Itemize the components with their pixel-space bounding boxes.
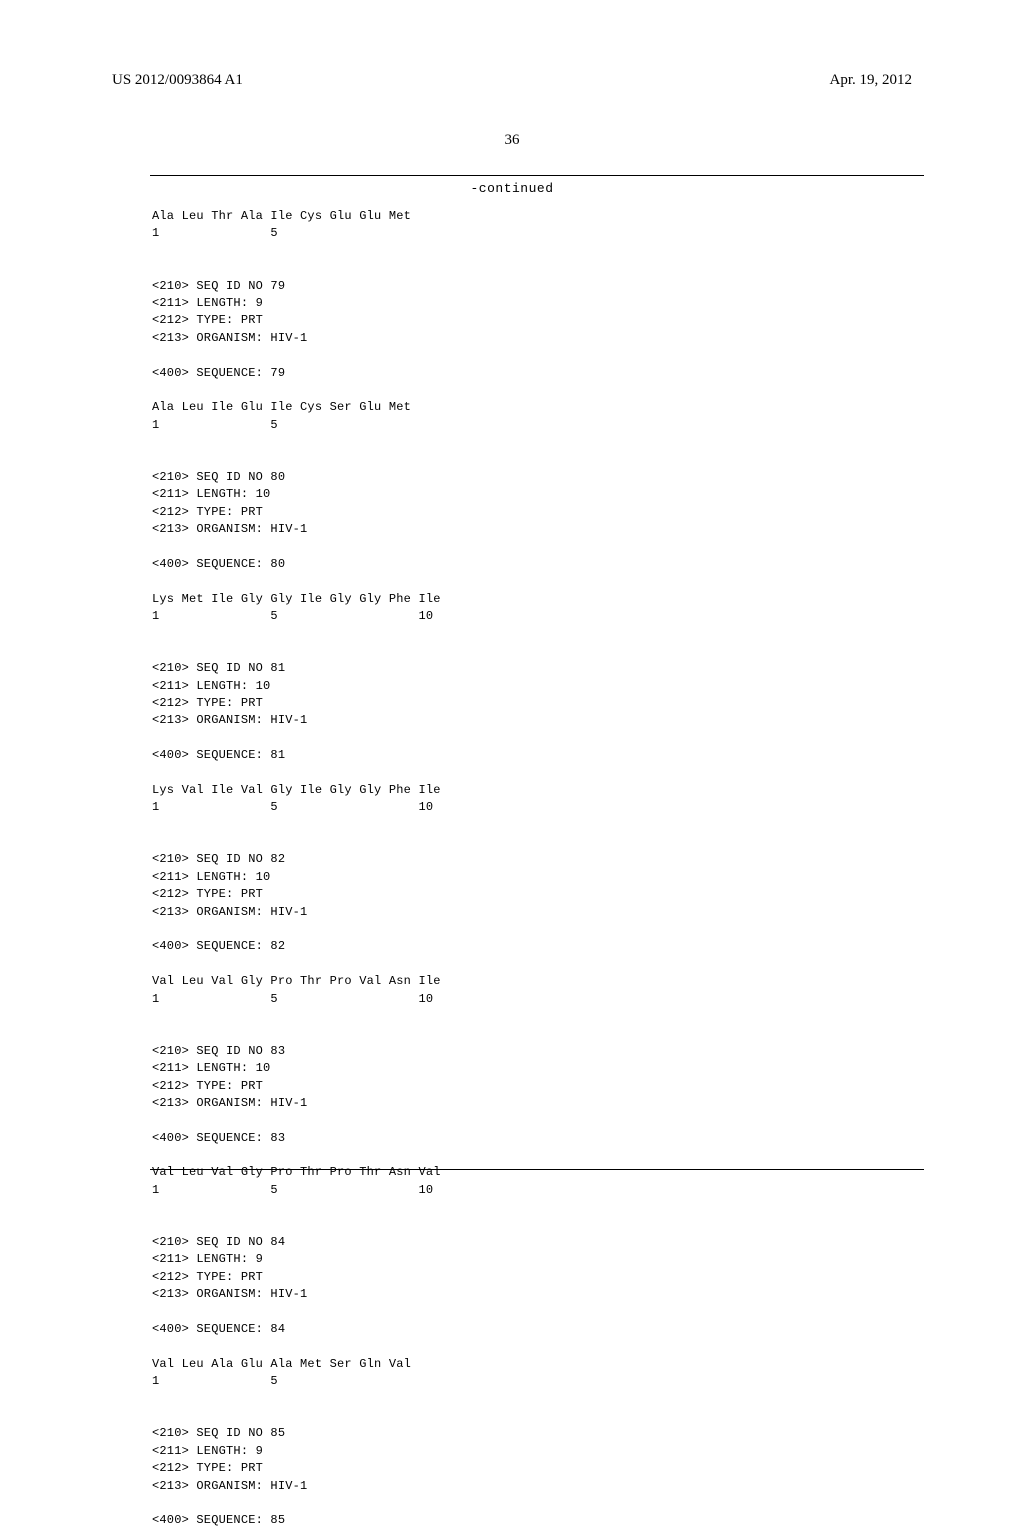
sequence-listing: Ala Leu Thr Ala Ile Cys Glu Glu Met 1 5 … [152,208,441,1530]
publication-id: US 2012/0093864 A1 [112,72,243,89]
bottom-rule [150,1169,924,1170]
publication-date: Apr. 19, 2012 [830,72,913,89]
page-number: 36 [0,132,1024,149]
continued-label: -continued [0,181,1024,196]
page-header: US 2012/0093864 A1 Apr. 19, 2012 [112,72,912,89]
top-rule [150,175,924,176]
